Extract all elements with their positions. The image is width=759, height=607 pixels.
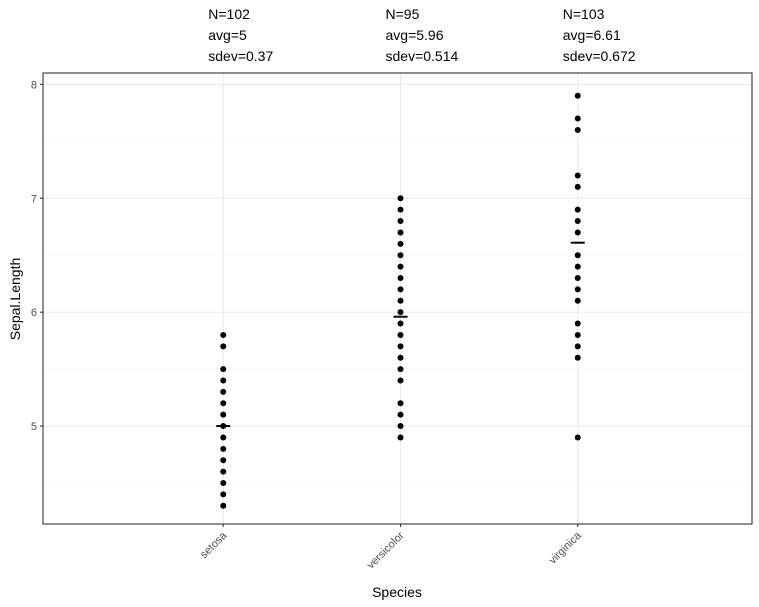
data-point xyxy=(397,263,404,270)
stat-avg: avg=6.61 xyxy=(563,27,621,43)
data-point xyxy=(574,297,581,304)
data-point xyxy=(574,263,581,270)
data-point xyxy=(574,126,581,133)
data-point xyxy=(220,400,227,407)
data-point xyxy=(397,240,404,247)
stat-n: N=102 xyxy=(208,6,250,22)
data-point xyxy=(397,354,404,361)
stat-n: N=103 xyxy=(563,6,605,22)
data-point xyxy=(574,434,581,441)
stat-sdev: sdev=0.37 xyxy=(208,48,273,64)
mean-markers xyxy=(216,241,585,428)
stat-sdev: sdev=0.514 xyxy=(386,48,459,64)
data-point xyxy=(397,275,404,281)
data-point xyxy=(220,502,227,509)
y-axis: 5 6 7 8 xyxy=(31,79,43,433)
data-point xyxy=(574,115,581,122)
data-point xyxy=(397,366,404,373)
stat-sdev: sdev=0.672 xyxy=(563,48,636,64)
data-point xyxy=(574,343,581,350)
data-point xyxy=(220,377,227,384)
data-point xyxy=(574,92,581,99)
data-point xyxy=(397,343,404,350)
data-point xyxy=(397,297,404,304)
data-point xyxy=(397,400,404,407)
stat-n: N=95 xyxy=(386,6,420,22)
data-point xyxy=(397,229,404,236)
data-point xyxy=(397,411,404,418)
plot-border xyxy=(42,72,753,525)
x-tick-label: versicolor xyxy=(365,529,407,571)
x-tick-label: virginica xyxy=(547,529,585,567)
y-tick-label: 5 xyxy=(31,421,37,433)
stat-avg: avg=5 xyxy=(208,27,247,43)
data-point xyxy=(574,275,581,281)
data-point xyxy=(574,183,581,190)
data-point xyxy=(397,309,404,316)
y-tick-label: 8 xyxy=(31,79,37,91)
data-point xyxy=(220,331,227,338)
data-point xyxy=(220,468,227,475)
x-axis-title: Species xyxy=(372,584,422,600)
y-axis-title: Sepal.Length xyxy=(7,258,23,341)
data-point xyxy=(220,457,227,464)
data-point xyxy=(397,195,404,202)
data-point xyxy=(220,388,227,395)
data-point xyxy=(574,218,581,225)
y-tick-label: 7 xyxy=(31,193,37,205)
data-point xyxy=(397,218,404,225)
data-point xyxy=(220,343,227,350)
data-point xyxy=(220,366,227,373)
data-point xyxy=(397,331,404,338)
plot-background xyxy=(43,73,752,524)
data-point xyxy=(220,434,227,441)
y-tick-label: 6 xyxy=(31,307,37,319)
data-point xyxy=(397,377,404,384)
data-point xyxy=(574,172,581,179)
data-point xyxy=(574,331,581,338)
data-point xyxy=(574,320,581,327)
data-point xyxy=(220,411,227,418)
data-point xyxy=(397,286,404,293)
data-point xyxy=(574,252,581,259)
data-point xyxy=(397,206,404,213)
data-point xyxy=(397,423,404,430)
data-point xyxy=(397,434,404,441)
data-point xyxy=(397,252,404,259)
data-point xyxy=(574,286,581,293)
data-point xyxy=(574,206,581,213)
stat-avg: avg=5.96 xyxy=(386,27,444,43)
stat-annotations: N=102 avg=5 sdev=0.37 N=95 avg=5.96 sdev=0.51… xyxy=(208,6,635,64)
data-point xyxy=(220,491,227,498)
x-tick-label: setosa xyxy=(198,529,230,561)
x-axis: setosa versicolor virginica xyxy=(198,524,585,571)
data-point xyxy=(397,320,404,327)
data-point xyxy=(220,480,227,486)
data-point xyxy=(574,229,581,236)
data-point xyxy=(574,354,581,361)
data-point xyxy=(220,445,227,452)
